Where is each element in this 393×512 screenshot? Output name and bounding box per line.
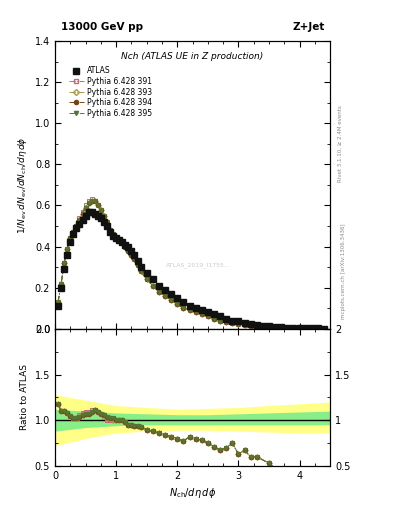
Text: Z+Jet: Z+Jet	[292, 23, 325, 32]
Legend: ATLAS, Pythia 6.428 391, Pythia 6.428 393, Pythia 6.428 394, Pythia 6.428 395: ATLAS, Pythia 6.428 391, Pythia 6.428 39…	[67, 65, 154, 119]
Text: Nch (ATLAS UE in Z production): Nch (ATLAS UE in Z production)	[121, 52, 264, 61]
Text: 13000 GeV pp: 13000 GeV pp	[61, 23, 143, 32]
Y-axis label: $1/N_{\rm ev}\,dN_{\rm ev}/dN_{\rm ch}/d\eta\,d\phi$: $1/N_{\rm ev}\,dN_{\rm ev}/dN_{\rm ch}/d…	[16, 136, 29, 233]
Text: ATLAS_2019_I1755...: ATLAS_2019_I1755...	[165, 263, 231, 268]
Y-axis label: Ratio to ATLAS: Ratio to ATLAS	[20, 365, 29, 431]
X-axis label: $N_{\rm ch}/d\eta\,d\phi$: $N_{\rm ch}/d\eta\,d\phi$	[169, 486, 216, 500]
Text: mcplots.cern.ch [arXiv:1306.3436]: mcplots.cern.ch [arXiv:1306.3436]	[342, 224, 346, 319]
Text: Rivet 3.1.10, ≥ 2.4M events: Rivet 3.1.10, ≥ 2.4M events	[338, 105, 342, 182]
